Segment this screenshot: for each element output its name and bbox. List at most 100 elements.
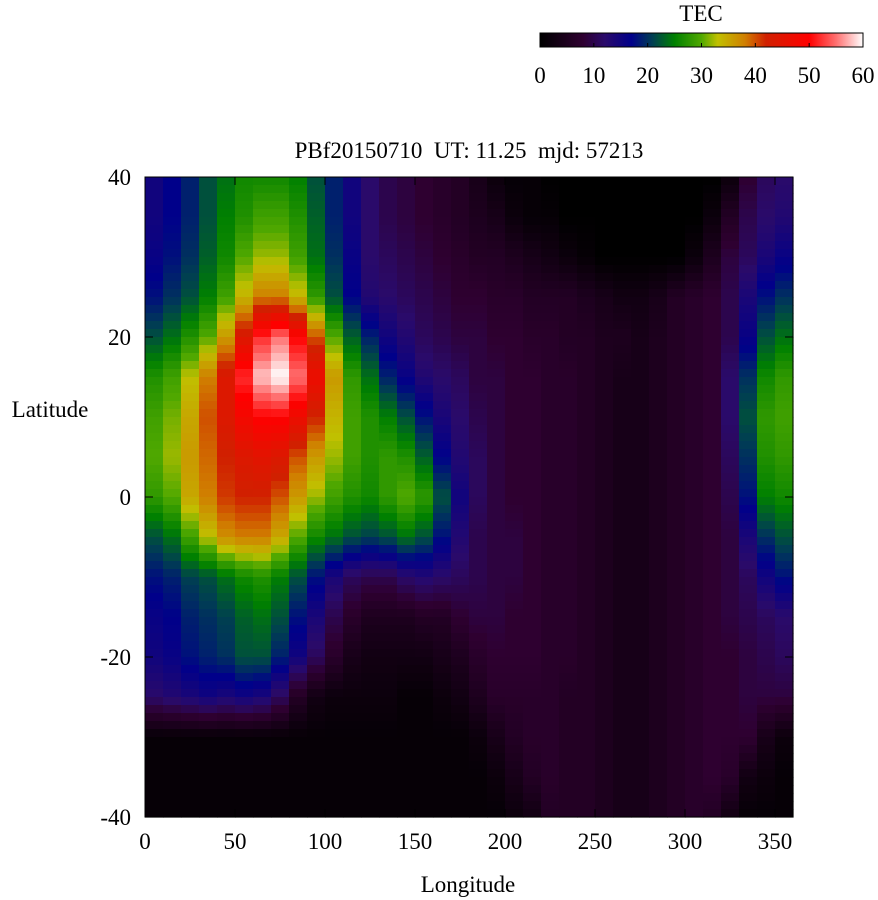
heatmap-cell [289,745,308,754]
heatmap-cell [325,729,344,738]
heatmap-cell [271,529,290,538]
heatmap-cell [559,777,578,786]
heatmap-cell [685,537,704,546]
heatmap-cell [649,537,668,546]
heatmap-cell [505,665,524,674]
y-axis-label: Latitude [12,397,89,422]
heatmap-cell [541,321,560,330]
heatmap-cell [649,417,668,426]
heatmap-cell [343,801,362,810]
heatmap-cell [217,753,236,762]
heatmap-cell [703,337,722,346]
heatmap-cell [217,665,236,674]
heatmap-cell [379,313,398,322]
heatmap-cell [451,177,470,186]
heatmap-cell [487,233,506,242]
heatmap-cell [667,769,686,778]
heatmap-cell [487,409,506,418]
heatmap-cell [595,225,614,234]
heatmap-cell [685,721,704,730]
heatmap-cell [199,321,218,330]
heatmap-cell [721,705,740,714]
heatmap-cell [685,673,704,682]
heatmap-cell [631,705,650,714]
heatmap-cell [685,561,704,570]
heatmap-cell [163,473,182,482]
heatmap-cell [595,665,614,674]
heatmap-cell [577,553,596,562]
heatmap-cell [505,297,524,306]
heatmap-cell [739,265,758,274]
heatmap-cell [415,401,434,410]
heatmap-cell [433,569,452,578]
heatmap-cell [235,345,254,354]
heatmap-cell [325,601,344,610]
heatmap-cell [775,425,794,434]
heatmap-cell [271,473,290,482]
heatmap-cell [559,401,578,410]
heatmap-cell [307,281,326,290]
heatmap-cell [559,425,578,434]
heatmap-cell [343,561,362,570]
heatmap-cell [685,193,704,202]
heatmap-cell [145,625,164,634]
heatmap-cell [757,193,776,202]
heatmap-cell [289,305,308,314]
heatmap-cell [703,737,722,746]
heatmap-cell [145,417,164,426]
heatmap-cell [361,809,380,818]
heatmap-cell [703,665,722,674]
heatmap-cell [523,217,542,226]
heatmap-cell [595,297,614,306]
heatmap-cell [739,769,758,778]
heatmap-cell [577,473,596,482]
heatmap-cell [775,481,794,490]
heatmap-cell [523,505,542,514]
heatmap-cell [343,721,362,730]
heatmap-cell [595,265,614,274]
heatmap-cell [487,609,506,618]
heatmap-cell [757,753,776,762]
heatmap-cell [649,217,668,226]
heatmap-cell [559,801,578,810]
heatmap-cell [163,529,182,538]
heatmap-cell [163,385,182,394]
heatmap-cell [505,217,524,226]
heatmap-cell [199,577,218,586]
heatmap-cell [649,249,668,258]
heatmap-cell [649,265,668,274]
heatmap-cell [415,601,434,610]
heatmap-cell [397,785,416,794]
heatmap-cell [433,689,452,698]
heatmap-cell [685,441,704,450]
heatmap-cell [199,465,218,474]
heatmap-cell [253,617,272,626]
heatmap-cell [631,209,650,218]
heatmap-cell [505,697,524,706]
heatmap-cell [451,641,470,650]
heatmap-cell [397,417,416,426]
heatmap-cell [613,353,632,362]
heatmap-cell [181,329,200,338]
heatmap-cell [775,617,794,626]
heatmap-cell [469,561,488,570]
heatmap-cell [523,601,542,610]
heatmap-cell [217,473,236,482]
heatmap-cell [505,241,524,250]
heatmap-cell [739,553,758,562]
heatmap-cell [289,377,308,386]
heatmap-cell [541,545,560,554]
heatmap-cell [433,545,452,554]
heatmap-cell [199,441,218,450]
heatmap-cell [145,393,164,402]
heatmap-cell [163,617,182,626]
heatmap-cell [343,761,362,770]
heatmap-cell [541,537,560,546]
heatmap-cell [235,561,254,570]
heatmap-cell [163,297,182,306]
heatmap-cell [451,689,470,698]
heatmap-cell [649,529,668,538]
heatmap-cell [469,225,488,234]
heatmap-cell [163,313,182,322]
heatmap-cell [559,641,578,650]
